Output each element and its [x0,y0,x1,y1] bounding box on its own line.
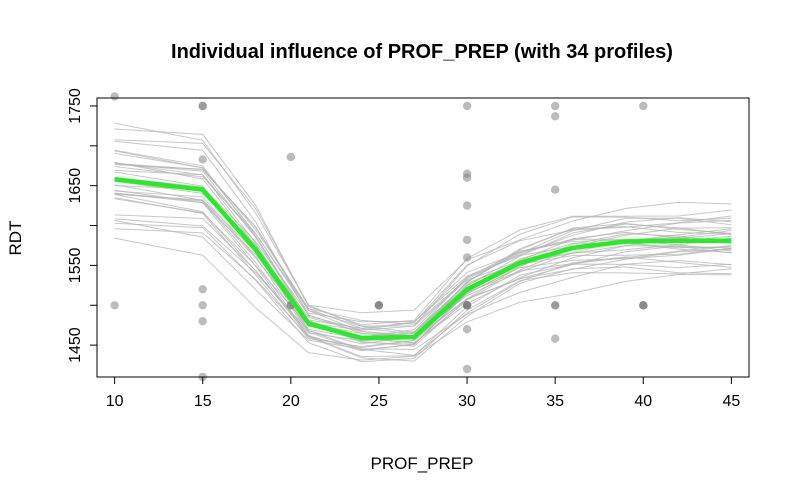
observation-point [198,155,207,164]
observation-point [551,112,560,121]
observation-point [110,301,119,310]
individual-profile-line [114,189,732,349]
individual-profile-line [114,128,732,326]
individual-profile-line [114,140,732,331]
x-tick-label: 10 [106,393,124,410]
x-axis: 10 15 20 25 30 35 40 45 [106,376,740,410]
observation-point [551,301,560,310]
observation-point [462,364,472,374]
y-tick-label: 1450 [67,327,84,363]
observation-point [639,301,648,310]
individual-profile-line [114,162,732,335]
observation-point [374,301,384,310]
observation-points [110,92,648,382]
x-tick-label: 35 [546,393,564,410]
individual-profile-line [114,122,732,314]
x-axis-label: PROF_PREP [371,454,474,473]
observation-point [110,92,119,101]
y-tick-label: 1550 [67,248,84,284]
chart-title: Individual influence of PROF_PREP (with … [171,41,673,63]
observation-point [198,285,207,294]
observation-point [551,185,560,194]
y-axis-label: RDT [6,221,25,256]
individual-profile-line [114,139,732,327]
observation-point [198,301,207,310]
individual-profile-line [114,197,732,348]
observation-point [639,101,648,111]
observation-point [198,101,207,111]
observation-point [462,101,472,111]
mean-profile-line [114,177,732,341]
y-tick-label: 1750 [67,88,84,124]
individual-profile-line [114,150,732,323]
observation-point [462,173,472,182]
observation-point [462,235,472,245]
individual-profile-line [114,214,732,358]
x-tick-label: 20 [282,393,300,410]
y-axis: 1450 1550 1650 1750 [67,88,98,363]
observation-point [551,101,560,111]
observation-point [286,152,295,162]
observation-point [198,317,207,326]
observation-point [462,301,472,310]
mean-profile [114,177,732,341]
individual-profile-line [114,228,732,362]
x-tick-label: 25 [370,393,388,410]
observation-point [551,334,560,343]
individual-profile-line [114,152,732,325]
individual-profile-line [114,194,732,342]
x-tick-label: 30 [458,393,476,410]
y-tick-label: 1650 [67,168,84,204]
x-tick-label: 15 [194,393,212,410]
x-tick-label: 45 [722,393,740,410]
observation-point [462,253,472,262]
x-tick-label: 40 [634,393,652,410]
observation-point [462,201,472,210]
observation-point [462,325,472,334]
